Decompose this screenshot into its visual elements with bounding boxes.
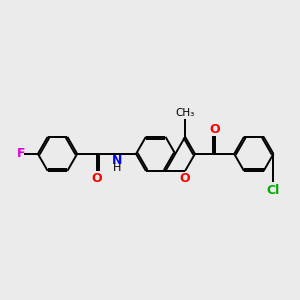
Text: N: N: [112, 154, 122, 167]
Text: O: O: [209, 123, 220, 136]
Text: Cl: Cl: [267, 184, 280, 197]
Text: H: H: [112, 163, 121, 173]
Text: F: F: [16, 147, 25, 161]
Text: CH₃: CH₃: [176, 107, 195, 118]
Text: O: O: [180, 172, 190, 185]
Text: O: O: [92, 172, 102, 185]
